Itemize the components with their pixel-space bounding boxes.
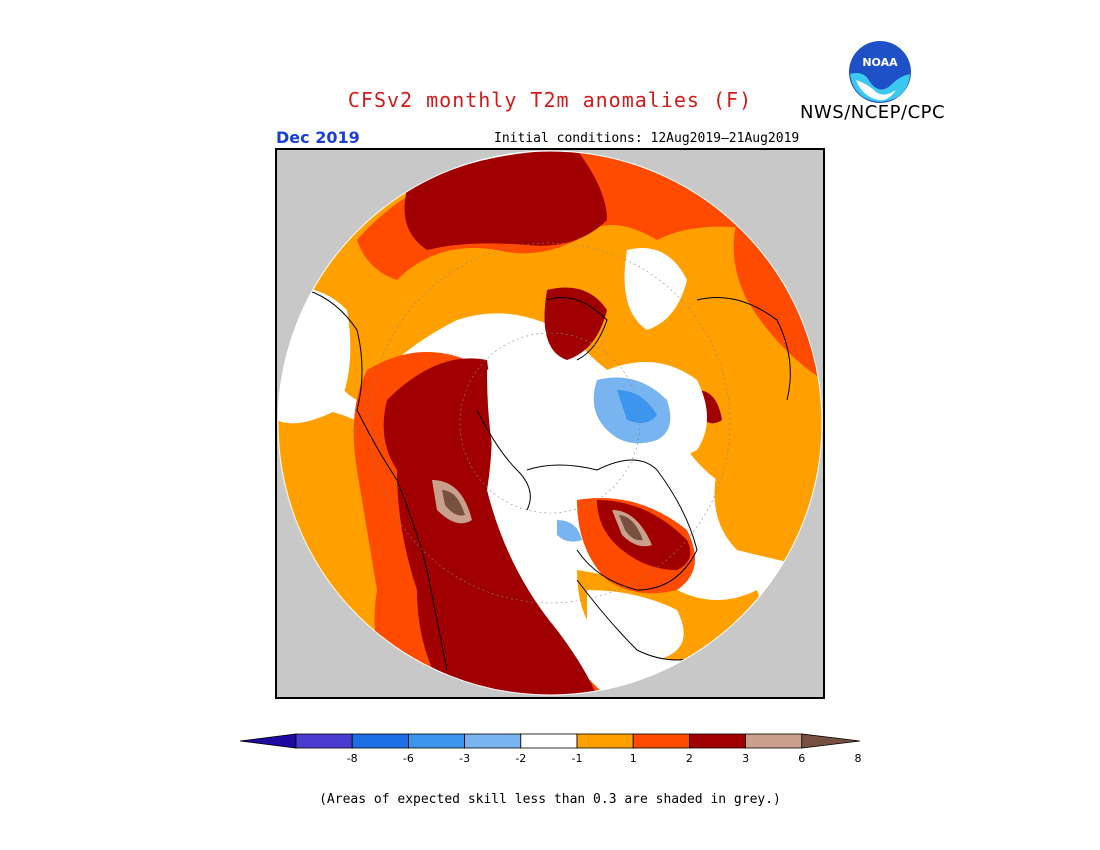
polar-map [275, 148, 825, 699]
anomaly-region-darkred-north [404, 151, 607, 250]
colorbar-box [520, 733, 578, 749]
noaa-logo-text: NOAA [862, 56, 898, 69]
colorbar-box [745, 733, 803, 749]
colorbar-box [576, 733, 634, 749]
colorbar-label: 1 [629, 752, 637, 765]
anomaly-region-darkred-northcenter [544, 287, 607, 360]
anomaly-region-brown-west [442, 490, 465, 516]
anomaly-region-blue [617, 390, 657, 424]
noaa-logo: NOAA [848, 40, 912, 104]
colorbar-labels: -8 -6 -3 -2 -1 1 2 3 6 8 [238, 752, 863, 768]
polar-map-svg [277, 150, 823, 696]
agency-label: NWS/NCEP/CPC [800, 102, 946, 123]
anomaly-region-neutral-west [278, 287, 351, 424]
target-month-label: Dec 2019 [276, 128, 360, 147]
skill-footnote: (Areas of expected skill less than 0.3 a… [319, 792, 781, 807]
colorbar-label: -2 [515, 752, 527, 765]
colorbar-box [632, 733, 690, 749]
colorbar-box [688, 733, 746, 749]
initial-conditions-label: Initial conditions: 12Aug2019–21Aug2019 [494, 131, 800, 146]
colorbar-svg [239, 733, 861, 749]
anomaly-region-brown-center [619, 515, 643, 541]
anomaly-region-neutral-east [624, 248, 687, 330]
colorbar-box [351, 733, 409, 749]
colorbar-label: -8 [346, 752, 358, 765]
colorbar-arrow-high [801, 733, 861, 749]
colorbar-label: 6 [798, 752, 806, 765]
colorbar-label: 2 [685, 752, 693, 765]
anomaly-region-darkred-west [383, 358, 597, 695]
chart-title: CFSv2 monthly T2m anomalies (F) [347, 88, 753, 112]
colorbar-arrow-low [239, 733, 297, 749]
anomaly-region-red-northeast [733, 220, 822, 380]
anomaly-region-lightblue-small [557, 520, 582, 542]
colorbar-label: 8 [854, 752, 862, 765]
colorbar-label: 3 [742, 752, 750, 765]
anomaly-region-neutral-south [587, 590, 684, 660]
colorbar-box [295, 733, 353, 749]
colorbar-box [407, 733, 465, 749]
colorbar-label: -1 [571, 752, 583, 765]
colorbar-label: -6 [402, 752, 414, 765]
colorbar-label: -3 [459, 752, 471, 765]
colorbar-box [464, 733, 522, 749]
colorbar: -8 -6 -3 -2 -1 1 2 3 6 8 [238, 730, 863, 770]
latitude-circles [369, 242, 731, 604]
